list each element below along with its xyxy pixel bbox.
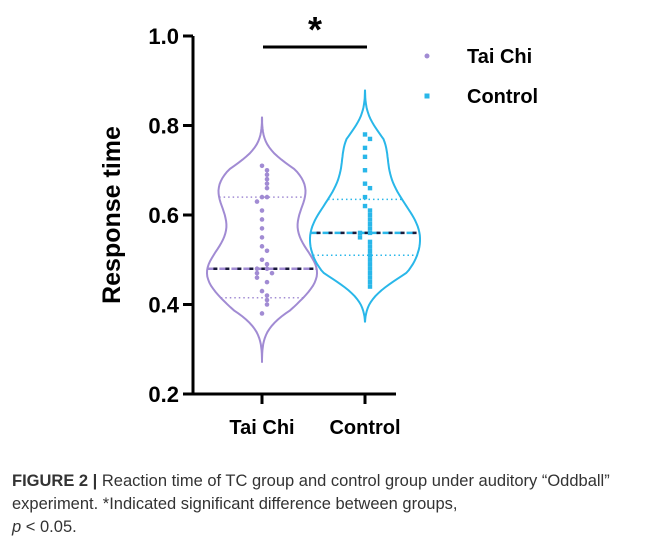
data-point (264, 261, 270, 267)
significance-marker: * (263, 9, 367, 50)
data-point (362, 168, 368, 173)
data-point (259, 217, 265, 222)
data-point (367, 253, 373, 258)
data-point (259, 288, 265, 294)
data-point (264, 181, 270, 186)
data-point (254, 199, 260, 204)
data-point (254, 275, 260, 280)
x-tick-label: Control (329, 417, 400, 439)
y-tick-label: 0.8 (148, 114, 179, 139)
y-axis: 0.2 0.4 0.6 0.8 1.0 (148, 24, 396, 407)
figure-label: FIGURE 2 | (12, 472, 98, 490)
data-point (367, 244, 373, 249)
data-point (264, 167, 270, 173)
data-point (367, 262, 373, 267)
data-point (367, 266, 373, 271)
data-point (367, 248, 373, 253)
figure-caption: FIGURE 2 | Reaction time of TC group and… (12, 470, 632, 539)
data-point (264, 279, 270, 285)
legend-marker (424, 93, 430, 99)
data-point (367, 221, 373, 227)
y-axis-label: Response time (98, 126, 126, 304)
violin-chart: 0.2 0.4 0.6 0.8 1.0 Tai Chi Control Response … (98, 9, 538, 439)
violin-tai-chi (205, 116, 319, 363)
data-point (362, 154, 368, 160)
legend: Tai Chi Control (424, 46, 538, 108)
data-point (367, 279, 373, 285)
caption-p-value: < 0.05. (25, 518, 77, 536)
data-point (264, 185, 270, 191)
data-point (259, 163, 265, 169)
data-point (264, 297, 270, 303)
data-point (264, 176, 270, 182)
data-point (367, 226, 373, 231)
violin-control (309, 89, 421, 323)
data-point (367, 136, 373, 142)
data-point (357, 235, 363, 240)
data-point (264, 172, 270, 178)
data-point (362, 203, 368, 209)
data-point (264, 194, 270, 200)
data-point (362, 145, 368, 151)
violin-outline (309, 89, 421, 323)
data-point (367, 185, 373, 191)
data-point (259, 311, 265, 316)
y-tick-label: 1.0 (148, 24, 179, 49)
caption-p-symbol: p (12, 518, 22, 536)
data-point (367, 208, 373, 213)
data-point (259, 244, 265, 249)
data-point (259, 257, 265, 263)
x-axis-labels: Tai Chi Control (229, 394, 401, 439)
data-point (367, 270, 373, 276)
caption-text: Reaction time of TC group and control gr… (12, 472, 610, 513)
data-point (357, 230, 363, 236)
legend-label: Tai Chi (467, 46, 532, 68)
data-point (254, 266, 260, 272)
y-tick-label: 0.2 (148, 382, 179, 407)
data-point (259, 235, 265, 240)
violin-outline (205, 116, 319, 363)
data-point (367, 275, 373, 280)
data-point (259, 194, 265, 200)
legend-label: Control (467, 86, 538, 108)
data-point (259, 226, 265, 231)
y-tick-label: 0.4 (148, 293, 179, 318)
data-point (259, 208, 265, 213)
data-point (367, 217, 373, 222)
legend-marker (424, 53, 430, 59)
data-point (362, 181, 368, 186)
data-point (269, 270, 275, 276)
data-point (367, 230, 373, 236)
y-tick-label: 0.6 (148, 203, 179, 228)
data-point (367, 284, 373, 289)
data-point (362, 194, 368, 200)
data-point (254, 270, 260, 276)
data-point (367, 239, 373, 245)
x-tick-label: Tai Chi (229, 417, 294, 439)
violins (205, 89, 421, 363)
data-point (264, 266, 270, 272)
data-point (264, 248, 270, 254)
data-point (367, 257, 373, 262)
data-point (264, 302, 270, 307)
data-point (367, 212, 373, 218)
data-point (264, 293, 270, 298)
significance-star: * (308, 9, 322, 50)
data-point (362, 132, 368, 137)
